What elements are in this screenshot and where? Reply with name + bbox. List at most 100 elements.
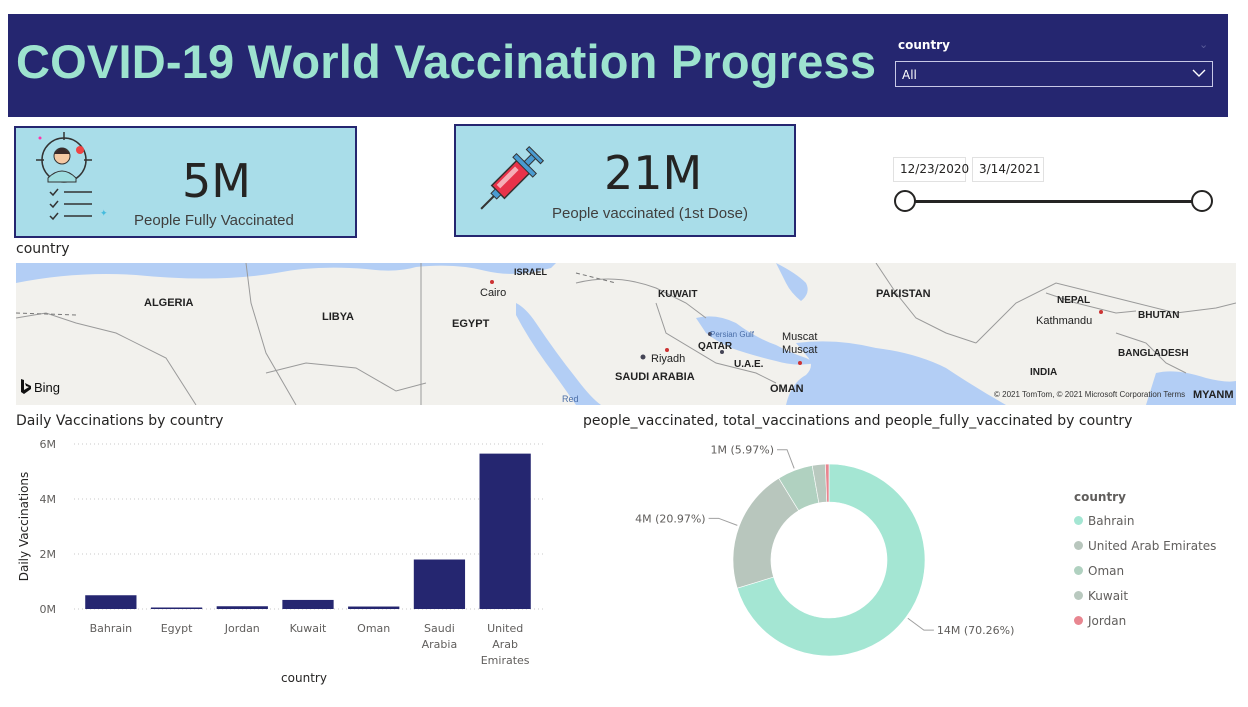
map-label-bhutan: BHUTAN: [1138, 310, 1180, 321]
legend-item-kuwait[interactable]: Kuwait: [1074, 583, 1216, 608]
y-axis-title: Daily Vaccinations: [17, 472, 31, 582]
map-label-pakistan: PAKISTAN: [876, 288, 931, 300]
x-tick-label: Arabia: [422, 638, 458, 651]
bar-oman[interactable]: [348, 606, 400, 609]
y-tick-label: 4M: [40, 493, 57, 506]
kpi-card-first-dose: 21M People vaccinated (1st Dose): [454, 124, 796, 237]
slice-data-label: 1M (5.97%): [711, 444, 775, 457]
donut-chart-title: people_vaccinated, total_vaccinations an…: [583, 413, 1133, 429]
bing-text: Bing: [34, 379, 61, 395]
svg-text:✦: ✦: [100, 209, 108, 219]
date-start-input[interactable]: 12/23/2020: [893, 157, 969, 182]
country-map[interactable]: ALGERIA LIBYA EGYPT ISRAEL KUWAIT QATAR …: [16, 263, 1236, 405]
map-water-persian-gulf: Persian Gulf: [710, 330, 755, 339]
chevron-down-icon: [1192, 69, 1206, 77]
map-label-bangladesh: BANGLADESH: [1118, 348, 1189, 359]
date-range-start-handle[interactable]: [894, 190, 916, 212]
donut-slice-bahrain[interactable]: [736, 463, 926, 657]
kpi-fully-vaccinated-label: People Fully Vaccinated: [134, 212, 294, 229]
vaccinations-donut-chart[interactable]: 14M (70.26%) 4M (20.97%) 1M (5.97%): [600, 440, 1060, 680]
y-tick-label: 6M: [40, 438, 57, 451]
map-city-muscat: Muscat: [782, 331, 818, 343]
legend-label: Bahrain: [1088, 513, 1135, 528]
map-city-muscat-2: Muscat: [782, 344, 818, 356]
legend-swatch: [1074, 591, 1083, 600]
bar-bahrain[interactable]: [85, 595, 137, 609]
x-tick-label: United: [487, 622, 523, 635]
legend-item-bahrain[interactable]: Bahrain: [1074, 508, 1216, 533]
map-label-oman: OMAN: [770, 383, 804, 395]
map-label-saudi-arabia: SAUDI ARABIA: [615, 371, 695, 383]
bar-united-arab-emirates[interactable]: [479, 453, 531, 609]
country-slicer-dropdown[interactable]: All: [895, 61, 1213, 87]
x-tick-label: Saudi: [424, 622, 455, 635]
bar-kuwait[interactable]: [282, 599, 334, 609]
vaccinated-person-icon: ✦: [36, 132, 108, 221]
map-label-libya: LIBYA: [322, 311, 354, 323]
date-end-input[interactable]: 3/14/2021: [972, 157, 1044, 182]
slicer-collapse-icon[interactable]: ⌄: [1199, 38, 1209, 51]
legend-label: Jordan: [1088, 613, 1127, 628]
bar-jordan[interactable]: [216, 606, 268, 609]
bing-icon: [21, 379, 31, 394]
bar-egypt[interactable]: [150, 607, 203, 610]
kpi-card-fully-vaccinated: ✦ 5M People Fully Vaccinated: [14, 126, 357, 238]
y-tick-label: 2M: [40, 548, 57, 561]
donut-slice-jordan[interactable]: [825, 463, 830, 503]
map-terrain: [16, 263, 1236, 405]
map-label-egypt: EGYPT: [452, 318, 490, 330]
map-label-israel: ISRAEL: [514, 267, 548, 277]
map-label-qatar: QATAR: [698, 341, 733, 352]
legend-label: Kuwait: [1088, 588, 1129, 603]
report-title: COVID-19 World Vaccination Progress: [16, 35, 877, 88]
donut-legend: country Bahrain United Arab Emirates Oman K…: [1074, 490, 1216, 633]
map-title: country: [16, 241, 70, 257]
map-label-myanmar: MYANM: [1193, 389, 1234, 401]
date-range-end-handle[interactable]: [1191, 190, 1213, 212]
x-tick-label: Egypt: [161, 622, 193, 635]
kpi-first-dose-label: People vaccinated (1st Dose): [552, 205, 748, 222]
legend-swatch: [1074, 566, 1083, 575]
x-tick-label: Emirates: [481, 654, 530, 667]
x-tick-label: Oman: [357, 622, 390, 635]
map-attribution[interactable]: © 2021 TomTom, © 2021 Microsoft Corporat…: [994, 390, 1186, 399]
x-tick-label: Jordan: [224, 622, 260, 635]
slice-leader-line: [777, 449, 795, 469]
legend-label: Oman: [1088, 563, 1125, 578]
slice-leader-line: [907, 617, 934, 631]
y-tick-label: 0M: [40, 603, 57, 616]
map-label-nepal: NEPAL: [1057, 295, 1091, 306]
x-tick-label: Bahrain: [90, 622, 133, 635]
country-slicer-label: country: [898, 38, 950, 52]
x-tick-label: Arab: [492, 638, 518, 651]
map-label-india: INDIA: [1030, 367, 1058, 378]
slice-leader-line: [708, 517, 738, 526]
country-slicer-value: All: [902, 68, 917, 82]
bar-chart-title: Daily Vaccinations by country: [16, 413, 224, 429]
legend-title: country: [1074, 490, 1126, 504]
legend-swatch: [1074, 516, 1083, 525]
daily-vaccinations-bar-chart[interactable]: 0M 2M 4M 6M Daily Vaccinations Bahrain Egypt Jo…: [14, 430, 554, 695]
map-label-uae: U.A.E.: [734, 359, 764, 370]
map-city-cairo: Cairo: [480, 287, 507, 299]
legend-swatch: [1074, 616, 1083, 625]
legend-items: Bahrain United Arab Emirates Oman Kuwait Jor…: [1074, 508, 1216, 633]
slice-data-label: 14M (70.26%): [937, 624, 1015, 637]
kpi-first-dose-value: 21M: [604, 146, 703, 200]
map-city-kathmandu: Kathmandu: [1036, 315, 1093, 327]
map-label-kuwait: KUWAIT: [658, 289, 698, 300]
bar-saudi-arabia[interactable]: [413, 559, 466, 610]
slice-data-label: 4M (20.97%): [635, 512, 706, 525]
syringe-icon: [480, 145, 545, 210]
map-city-riyadh: Riyadh: [651, 353, 686, 365]
legend-label: United Arab Emirates: [1088, 538, 1217, 553]
legend-item-united-arab-emirates[interactable]: United Arab Emirates: [1074, 533, 1216, 558]
kpi-fully-vaccinated-value: 5M: [182, 154, 251, 208]
date-range-track[interactable]: [906, 200, 1204, 203]
legend-item-oman[interactable]: Oman: [1074, 558, 1216, 583]
map-label-algeria: ALGERIA: [144, 297, 194, 309]
legend-swatch: [1074, 541, 1083, 550]
bing-logo: Bing: [20, 379, 60, 395]
x-axis-title: country: [281, 671, 327, 685]
legend-item-jordan[interactable]: Jordan: [1074, 608, 1216, 633]
